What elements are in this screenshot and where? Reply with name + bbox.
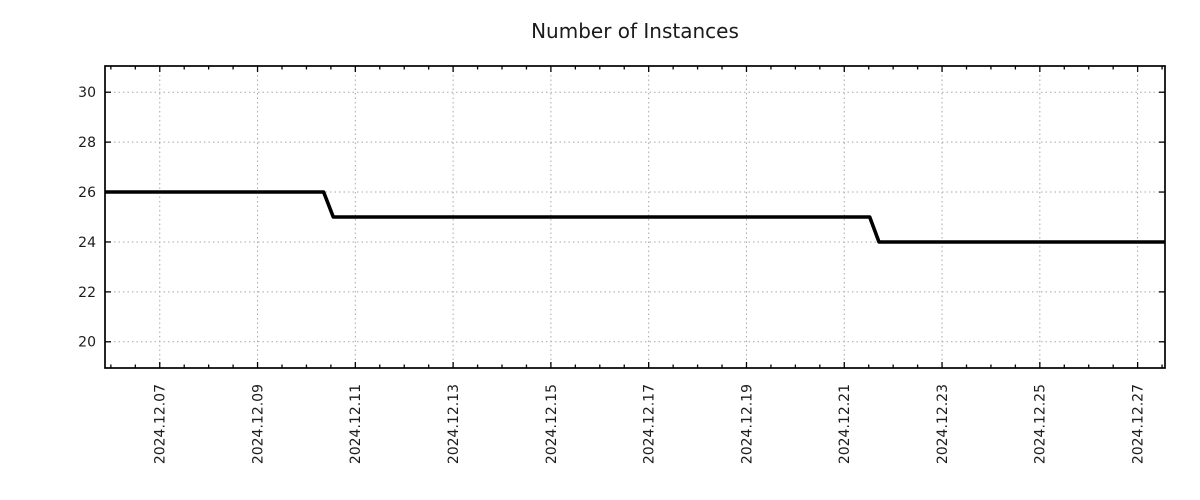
y-tick-label: 24 xyxy=(78,235,96,251)
x-tick-label-group: 2024.12.19 xyxy=(739,384,755,464)
x-tick-label-group: 2024.12.17 xyxy=(642,384,658,464)
x-tick-label: 2024.12.15 xyxy=(544,384,560,464)
y-tick-label: 30 xyxy=(78,85,96,101)
x-tick-label: 2024.12.07 xyxy=(153,384,169,464)
x-tick-label-group: 2024.12.23 xyxy=(935,384,951,464)
x-tick-label: 2024.12.23 xyxy=(935,384,951,464)
x-tick-label-group: 2024.12.15 xyxy=(544,384,560,464)
x-tick-label-group: 2024.12.13 xyxy=(446,384,462,464)
x-tick-label-group: 2024.12.25 xyxy=(1033,384,1049,464)
x-tick-label: 2024.12.25 xyxy=(1033,384,1049,464)
chart-title: Number of Instances xyxy=(531,19,739,43)
plot-border xyxy=(104,65,1166,369)
x-tick-label: 2024.12.19 xyxy=(739,384,755,464)
y-tick-label: 26 xyxy=(78,185,96,201)
x-tick-label-group: 2024.12.11 xyxy=(348,384,364,464)
axis-ticks xyxy=(105,66,1165,368)
x-tick-label-group: 2024.12.21 xyxy=(837,384,853,464)
x-tick-label-group: 2024.12.27 xyxy=(1131,384,1147,464)
y-tick-label: 28 xyxy=(78,135,96,151)
x-tick-label: 2024.12.11 xyxy=(348,384,364,464)
x-tick-label: 2024.12.27 xyxy=(1131,384,1147,464)
x-tick-label: 2024.12.17 xyxy=(642,384,658,464)
y-tick-label: 20 xyxy=(78,335,96,351)
y-tick-label: 22 xyxy=(78,285,96,301)
x-tick-label-group: 2024.12.07 xyxy=(153,384,169,464)
x-tick-label: 2024.12.09 xyxy=(250,384,266,464)
x-tick-label: 2024.12.13 xyxy=(446,384,462,464)
x-tick-label: 2024.12.21 xyxy=(837,384,853,464)
series-line-instances xyxy=(105,190,1165,244)
x-tick-label-group: 2024.12.09 xyxy=(250,384,266,464)
